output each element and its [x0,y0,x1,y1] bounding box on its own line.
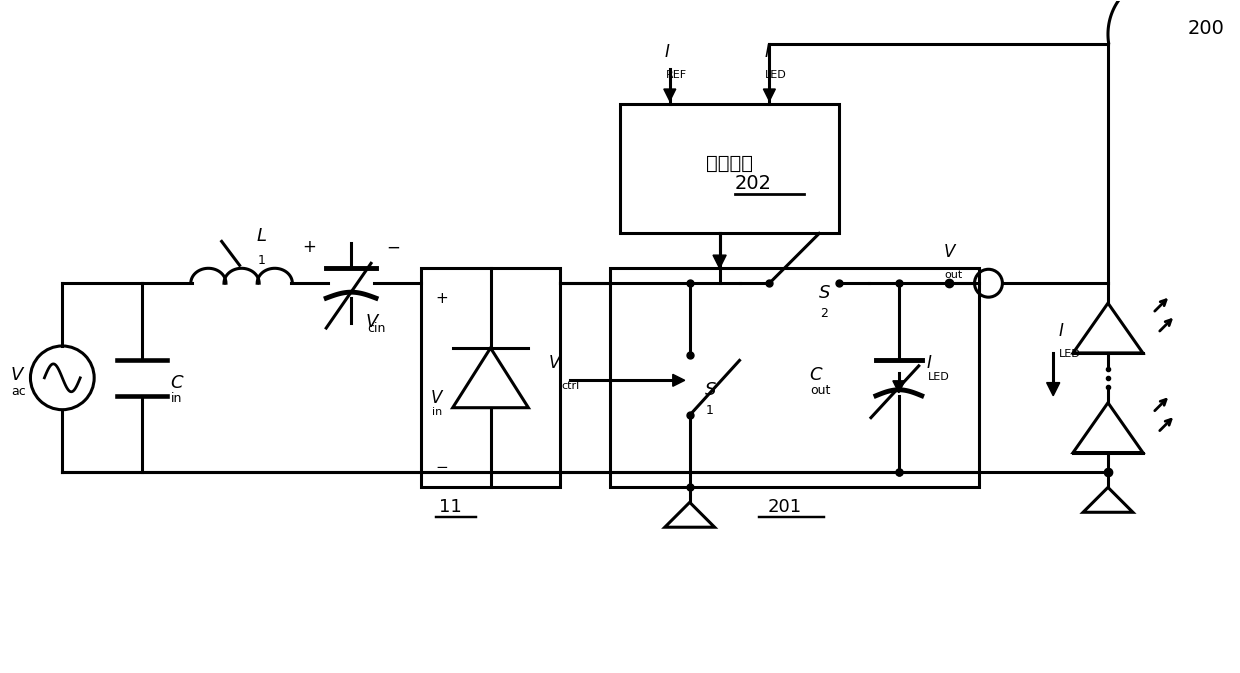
Polygon shape [663,89,676,101]
Text: I: I [764,43,769,61]
Text: V: V [549,355,560,372]
Text: LED: LED [1059,349,1081,359]
Text: +: + [435,291,449,306]
Text: S: S [820,284,831,302]
Text: −: − [435,460,449,475]
Text: 控制电路: 控制电路 [706,154,753,173]
Text: I: I [1058,322,1063,340]
Text: C: C [170,374,182,392]
Text: 1: 1 [258,254,265,267]
Text: LED: LED [928,372,950,382]
Text: out: out [810,384,831,397]
Text: +: + [303,238,316,256]
Text: V: V [366,313,378,331]
Polygon shape [893,381,905,393]
Text: S: S [704,382,715,399]
Text: in: in [171,392,182,404]
Bar [620,104,839,234]
Text: 200: 200 [1188,20,1225,38]
Polygon shape [713,255,727,269]
Text: 202: 202 [734,174,771,193]
Text: I: I [665,43,670,61]
Text: cin: cin [367,322,386,335]
Text: ac: ac [11,385,26,398]
Text: C: C [810,366,822,384]
Text: −: − [386,238,399,256]
Polygon shape [673,374,684,386]
Bar [420,269,560,487]
Text: 201: 201 [768,498,801,516]
Text: L: L [257,227,267,246]
Text: in: in [432,406,441,417]
Text: LED: LED [765,70,787,80]
Text: REF: REF [666,70,687,80]
Text: V: V [430,389,443,406]
Text: V: V [10,366,22,384]
Polygon shape [764,89,775,101]
Text: out: out [945,271,962,280]
Text: 11: 11 [439,498,463,516]
Text: 1: 1 [706,404,713,417]
Text: 2: 2 [820,307,828,320]
Polygon shape [1047,383,1060,396]
Text: V: V [944,244,955,261]
Text: I: I [926,354,931,372]
Bar [610,269,978,487]
Text: ctrl: ctrl [560,382,579,391]
